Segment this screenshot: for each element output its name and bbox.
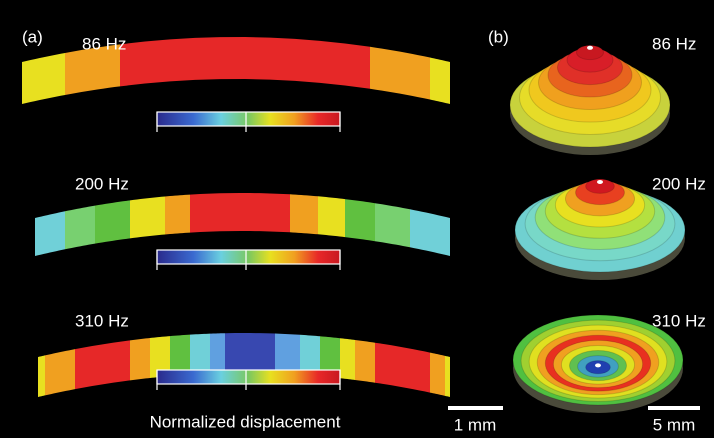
beam-segment	[45, 349, 75, 395]
beam-segment	[445, 356, 450, 397]
beam-segment	[340, 338, 355, 380]
colorbar	[157, 112, 340, 126]
colorbar	[157, 370, 340, 384]
beam-segment	[130, 338, 150, 380]
beam-segment	[190, 334, 210, 375]
mode-label: 200 Hz	[652, 174, 706, 193]
beam-segment	[275, 334, 300, 375]
figure: (a) 86 Hz 200 Hz 310 Hz (b) 86 Hz 200 Hz…	[0, 0, 714, 438]
colorbar-label: Normalized displacement	[150, 412, 341, 431]
scale-bar-label: 5 mm	[653, 415, 696, 434]
beam-segment	[35, 211, 65, 256]
scale-bar-label: 1 mm	[454, 415, 497, 434]
beam-segment	[318, 196, 345, 237]
beam-segment	[430, 353, 445, 396]
beam-segment	[355, 340, 375, 383]
beam-segment	[95, 200, 130, 243]
beam-segment	[430, 58, 450, 104]
beam-segment	[290, 194, 318, 234]
panel-label: (a)	[22, 27, 43, 46]
beam-segment	[165, 195, 190, 235]
panel-label: (b)	[488, 27, 509, 46]
beam-segment	[345, 199, 375, 241]
mode-label: 200 Hz	[75, 174, 129, 193]
highlight	[587, 46, 593, 50]
beam-segment	[190, 193, 290, 233]
mode-label: 310 Hz	[652, 311, 706, 330]
mode-label: 86 Hz	[652, 34, 696, 53]
beam-segment	[375, 203, 410, 247]
beam-segment	[130, 196, 165, 238]
highlight	[595, 363, 601, 367]
highlight	[597, 180, 603, 184]
beam-segment	[65, 206, 95, 250]
beam-segment	[38, 355, 45, 397]
colorbar	[157, 250, 340, 264]
beam-segment	[225, 333, 275, 374]
beam-segment	[210, 333, 225, 373]
mode-label: 86 Hz	[82, 34, 126, 53]
mode-label: 310 Hz	[75, 311, 129, 330]
